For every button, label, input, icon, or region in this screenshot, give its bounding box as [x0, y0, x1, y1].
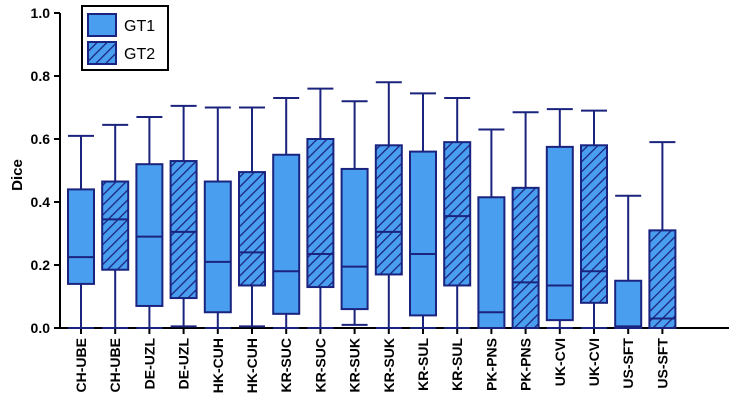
legend-swatch-gt1 — [87, 13, 117, 37]
box-body — [648, 229, 677, 330]
box-body — [203, 180, 232, 314]
x-tick-label: UK-CVI — [586, 338, 602, 386]
x-tick-label: DE-UZL — [176, 338, 192, 390]
legend-label-gt2: GT2 — [124, 46, 155, 63]
box-us-sft-gt2 — [648, 141, 677, 330]
y-axis-label: Dice — [9, 159, 26, 191]
box-kr-sul-gt1 — [409, 92, 437, 329]
y-tick-label: 0.2 — [31, 257, 51, 273]
box-hk-cuh-gt2 — [238, 106, 266, 328]
box-ch-ube-gt1 — [67, 134, 95, 329]
box-body — [614, 279, 643, 329]
box-body — [340, 167, 369, 311]
x-tick-label: KR-SUK — [347, 338, 363, 392]
legend-swatch-gt2 — [87, 41, 117, 65]
box-body — [272, 153, 301, 315]
x-tick-label: US-SFT — [620, 338, 636, 389]
y-tick-label: 1.0 — [31, 5, 51, 21]
box-kr-suc-gt2 — [306, 87, 335, 329]
x-tick-label: DE-UZL — [141, 338, 157, 390]
box-body — [409, 150, 437, 317]
y-tick-label: 0.4 — [31, 194, 51, 210]
x-tick-label: KR-SUL — [449, 338, 465, 391]
box-body — [101, 180, 130, 271]
box-body — [511, 186, 540, 329]
box-ch-ube-gt2 — [101, 123, 130, 329]
box-de-uzl-gt1 — [135, 115, 164, 329]
x-tick-label: US-SFT — [654, 338, 670, 389]
box-uk-cvi-gt1 — [545, 108, 574, 329]
box-kr-suk-gt1 — [340, 100, 369, 326]
box-body — [238, 171, 266, 287]
legend: GT1 GT2 — [81, 5, 169, 71]
legend-label-gt1: GT1 — [124, 18, 155, 35]
box-pk-pns-gt2 — [511, 111, 540, 329]
x-tick-label: KR-SUC — [312, 338, 328, 392]
box-pk-pns-gt1 — [477, 128, 506, 329]
x-tick-label: CH-UBE — [73, 338, 89, 392]
x-tick-label: KR-SUL — [415, 338, 431, 391]
box-body — [135, 163, 164, 307]
box-kr-suk-gt2 — [374, 81, 403, 329]
x-tick-label: KR-SUC — [278, 338, 294, 392]
box-uk-cvi-gt2 — [580, 109, 608, 329]
box-body — [443, 141, 472, 287]
x-tick-label: KR-SUK — [381, 338, 397, 392]
box-body — [306, 138, 335, 289]
box-body — [67, 188, 95, 285]
box-kr-suc-gt1 — [272, 97, 301, 329]
x-tick-label: UK-CVI — [552, 338, 568, 386]
x-tick-label: HK-CUH — [210, 338, 226, 393]
axes: 0.0 0.2 0.4 0.6 0.8 1.0 CH-UBE CH-UBE DE-UZL DE-U… — [31, 5, 729, 393]
y-tick-label: 0.6 — [31, 131, 51, 147]
box-kr-sul-gt2 — [443, 97, 472, 329]
x-tick-label: HK-CUH — [244, 338, 260, 393]
x-tick-label: CH-UBE — [107, 338, 123, 392]
box-us-sft-gt1 — [614, 194, 643, 329]
box-hk-cuh-gt1 — [203, 106, 232, 329]
y-tick-label: 0.0 — [31, 320, 51, 336]
boxes — [67, 81, 677, 330]
x-tick-label: PK-PNS — [518, 338, 534, 391]
y-tick-label: 0.8 — [31, 68, 51, 84]
box-body — [580, 144, 608, 304]
box-body — [545, 145, 574, 322]
box-de-uzl-gt2 — [169, 104, 198, 328]
box-body — [169, 160, 198, 300]
box-body — [477, 196, 506, 329]
box-body — [374, 144, 403, 276]
x-tick-label: PK-PNS — [483, 338, 499, 391]
